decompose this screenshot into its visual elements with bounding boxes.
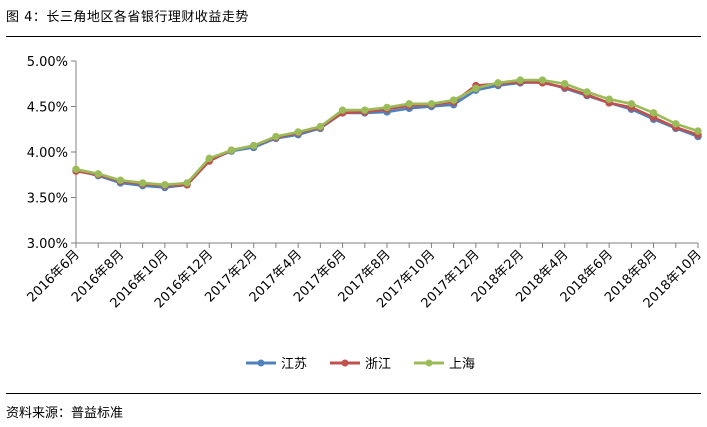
data-point <box>250 141 258 150</box>
legend-label: 江苏 <box>281 356 307 372</box>
data-point <box>361 106 369 114</box>
y-tick-label: 5.00% <box>27 55 68 70</box>
y-tick-label: 4.00% <box>27 146 68 161</box>
data-point <box>405 100 413 108</box>
data-point <box>227 146 236 154</box>
data-point <box>605 95 613 103</box>
y-tick-label: 3.50% <box>27 192 68 207</box>
data-point <box>561 80 569 88</box>
data-point <box>94 170 102 178</box>
series-1 <box>72 78 702 190</box>
data-point <box>183 179 191 187</box>
legend-marker <box>257 359 265 367</box>
legend-marker <box>341 359 349 367</box>
data-point <box>383 103 391 112</box>
data-point <box>316 122 325 131</box>
bottom-rule <box>6 393 701 394</box>
data-point <box>538 76 547 84</box>
data-point <box>583 88 591 96</box>
data-point <box>672 120 680 128</box>
data-point <box>205 154 213 163</box>
figure-title: 图 4：长三角地区各省银行理财收益走势 <box>6 10 249 25</box>
data-point <box>338 106 347 114</box>
data-point <box>427 100 436 108</box>
data-point <box>272 132 280 141</box>
y-tick-label: 4.50% <box>27 101 68 116</box>
data-point <box>294 128 302 136</box>
top-rule <box>6 36 701 37</box>
data-point <box>516 76 524 84</box>
y-tick-label: 3.00% <box>27 237 68 252</box>
data-point <box>161 181 169 189</box>
data-point <box>472 84 480 93</box>
data-point <box>627 100 636 108</box>
series-0 <box>72 78 702 192</box>
data-point <box>138 179 147 187</box>
source-note: 资料来源：普益标准 <box>6 406 124 421</box>
series-line <box>75 78 699 187</box>
line-chart: 3.00%3.50%4.00%4.50%5.00% 2016年6月2016年8月… <box>25 55 705 372</box>
series-2 <box>72 76 702 189</box>
data-point <box>116 176 125 184</box>
data-point <box>649 109 658 117</box>
data-point <box>449 96 458 104</box>
data-point <box>694 127 702 135</box>
legend-marker <box>425 359 433 367</box>
legend-label: 浙江 <box>365 357 391 372</box>
legend-label: 上海 <box>449 357 475 372</box>
data-point <box>72 165 80 173</box>
data-point <box>494 79 502 87</box>
